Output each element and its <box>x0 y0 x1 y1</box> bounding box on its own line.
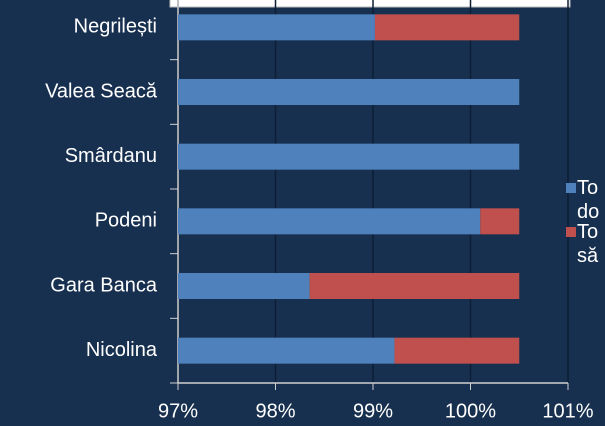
x-tick-label: 97% <box>158 400 198 422</box>
x-tick-label: 100% <box>445 400 496 422</box>
y-tick-label: Smârdanu <box>65 145 157 167</box>
top-border <box>169 0 571 8</box>
bar-segment <box>394 337 520 364</box>
x-tick-label: 98% <box>255 400 295 422</box>
bar-segment <box>309 273 520 299</box>
y-tick-label: Podeni <box>95 210 157 232</box>
legend-swatch <box>566 227 576 237</box>
bar-segment <box>178 208 481 235</box>
x-tick-label: 101% <box>542 400 593 422</box>
bar-segment <box>480 208 520 235</box>
bar-segment <box>178 337 395 364</box>
legend-label: To să <box>577 221 599 267</box>
bar-segment <box>178 143 520 170</box>
y-tick-label: Valea Seacă <box>45 80 158 102</box>
y-tick-label: Negrilești <box>74 16 157 38</box>
bar-segment <box>178 273 310 299</box>
bar-segment <box>374 14 520 41</box>
y-tick-label: Gara Banca <box>50 274 158 296</box>
legend-label: To do <box>577 177 600 223</box>
bar-segment <box>178 79 520 105</box>
bar-segment <box>178 14 375 41</box>
y-tick-label: Nicolina <box>86 339 158 361</box>
legend-swatch <box>566 183 576 193</box>
x-tick-label: 99% <box>353 400 393 422</box>
